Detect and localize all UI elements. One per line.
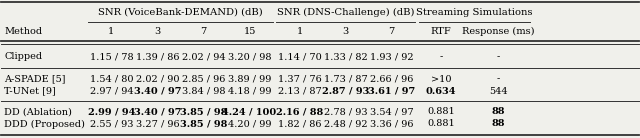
Text: 1: 1 (296, 26, 303, 35)
Text: 2.13 / 87: 2.13 / 87 (278, 87, 321, 95)
Text: 544: 544 (489, 87, 508, 95)
Text: 1.15 / 78: 1.15 / 78 (90, 52, 133, 62)
Text: 1.54 / 80: 1.54 / 80 (90, 75, 133, 83)
Text: 3.20 / 98: 3.20 / 98 (228, 52, 271, 62)
Text: 3: 3 (342, 26, 349, 35)
Text: 0.881: 0.881 (427, 120, 455, 128)
Text: 2.97 / 94: 2.97 / 94 (90, 87, 133, 95)
Text: 1.37 / 76: 1.37 / 76 (278, 75, 321, 83)
Text: 2.16 / 88: 2.16 / 88 (276, 108, 323, 116)
Text: 3.85 / 98: 3.85 / 98 (180, 120, 227, 128)
Text: 4.24 / 100: 4.24 / 100 (223, 108, 276, 116)
Text: Method: Method (4, 26, 43, 35)
Text: SNR (VoiceBank-DEMAND) (dB): SNR (VoiceBank-DEMAND) (dB) (98, 7, 263, 17)
Text: 1.33 / 82: 1.33 / 82 (324, 52, 367, 62)
Text: 4.20 / 99: 4.20 / 99 (228, 120, 271, 128)
Text: Streaming Simulations: Streaming Simulations (416, 7, 532, 17)
Text: T-UNet [9]: T-UNet [9] (4, 87, 56, 95)
Text: 3.89 / 99: 3.89 / 99 (228, 75, 271, 83)
Text: 1.73 / 87: 1.73 / 87 (324, 75, 367, 83)
Text: 2.02 / 90: 2.02 / 90 (136, 75, 179, 83)
Text: 2.02 / 94: 2.02 / 94 (182, 52, 225, 62)
Text: 2.99 / 94: 2.99 / 94 (88, 108, 135, 116)
Text: 3: 3 (154, 26, 161, 35)
Text: RTF: RTF (431, 26, 451, 35)
Text: 1: 1 (108, 26, 115, 35)
Text: Response (ms): Response (ms) (462, 26, 535, 36)
Text: -: - (497, 52, 500, 62)
Text: 3.61 / 97: 3.61 / 97 (368, 87, 415, 95)
Text: 3.84 / 98: 3.84 / 98 (182, 87, 225, 95)
Text: 2.66 / 96: 2.66 / 96 (370, 75, 413, 83)
Text: 3.40 / 97: 3.40 / 97 (134, 108, 181, 116)
Text: 0.634: 0.634 (426, 87, 456, 95)
Text: 7: 7 (200, 26, 207, 35)
Text: DDD (Proposed): DDD (Proposed) (4, 119, 85, 129)
Text: -: - (439, 52, 443, 62)
Text: SNR (DNS-Challenge) (dB): SNR (DNS-Challenge) (dB) (277, 7, 414, 17)
Text: -: - (497, 75, 500, 83)
Text: 2.55 / 93: 2.55 / 93 (90, 120, 133, 128)
Text: 15: 15 (243, 26, 256, 35)
Text: DD (Ablation): DD (Ablation) (4, 108, 72, 116)
Text: 88: 88 (492, 108, 506, 116)
Text: 2.78 / 93: 2.78 / 93 (324, 108, 367, 116)
Text: 3.85 / 98: 3.85 / 98 (180, 108, 227, 116)
Text: 88: 88 (492, 120, 506, 128)
Text: 3.27 / 96: 3.27 / 96 (136, 120, 179, 128)
Text: 2.87 / 93: 2.87 / 93 (322, 87, 369, 95)
Text: 1.82 / 86: 1.82 / 86 (278, 120, 321, 128)
Text: 1.93 / 92: 1.93 / 92 (370, 52, 413, 62)
Text: 3.40 / 97: 3.40 / 97 (134, 87, 181, 95)
Text: >10: >10 (431, 75, 451, 83)
Text: 1.14 / 70: 1.14 / 70 (278, 52, 321, 62)
Text: 3.54 / 97: 3.54 / 97 (370, 108, 413, 116)
Text: 1.39 / 86: 1.39 / 86 (136, 52, 179, 62)
Text: 3.36 / 96: 3.36 / 96 (370, 120, 413, 128)
Text: Clipped: Clipped (4, 52, 43, 62)
Text: 2.48 / 92: 2.48 / 92 (324, 120, 367, 128)
Text: A-SPADE [5]: A-SPADE [5] (4, 75, 66, 83)
Text: 0.881: 0.881 (427, 108, 455, 116)
Text: 7: 7 (388, 26, 395, 35)
Text: 2.85 / 96: 2.85 / 96 (182, 75, 225, 83)
Text: 4.18 / 99: 4.18 / 99 (228, 87, 271, 95)
